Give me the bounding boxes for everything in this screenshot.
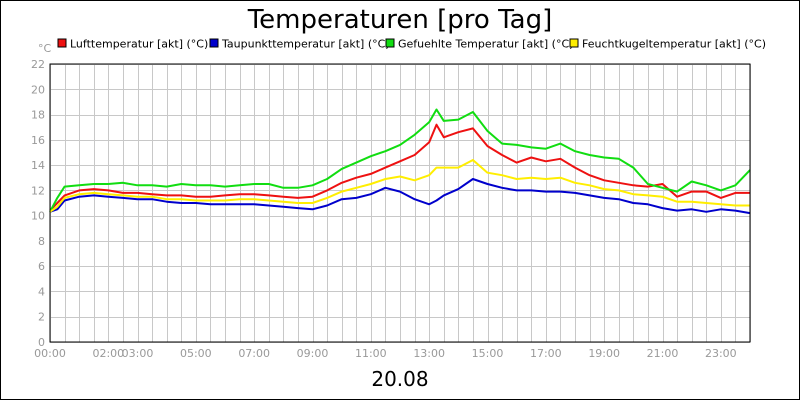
y-unit-label: °C	[38, 42, 52, 55]
x-tick-label: 05:00	[180, 347, 212, 360]
legend-swatch	[569, 38, 579, 48]
y-tick-label: 0	[38, 336, 45, 349]
x-tick-label: 15:00	[472, 347, 504, 360]
y-tick-label: 4	[38, 285, 45, 298]
y-tick-label: 6	[38, 260, 45, 273]
y-tick-label: 22	[31, 58, 45, 71]
legend-entry: Feuchtkugeltemperatur [akt] (°C)	[582, 38, 766, 51]
series-lines	[49, 108, 751, 215]
legend-swatch	[385, 38, 395, 48]
x-tick-label: 19:00	[588, 347, 620, 360]
x-tick-label: 07:00	[238, 347, 270, 360]
x-tick-label: 11:00	[355, 347, 387, 360]
y-tick-label: 18	[31, 109, 45, 122]
series-line-1	[49, 123, 750, 212]
legend-entry: Lufttemperatur [akt] (°C)	[70, 38, 208, 51]
series-line-3	[49, 108, 751, 213]
y-tick-label: 8	[38, 235, 45, 248]
y-tick-label: 12	[31, 184, 45, 197]
y-tick-label: 16	[31, 134, 45, 147]
y-tick-label: 14	[31, 159, 45, 172]
legend: Lufttemperatur [akt] (°C) Taupunkttempera…	[57, 38, 766, 51]
y-tick-label: 2	[38, 311, 45, 324]
x-axis-label: 20.08	[371, 367, 428, 391]
x-tick-label: 17:00	[530, 347, 562, 360]
x-tick-label: 02:00	[92, 347, 124, 360]
x-tick-label: 00:00	[34, 347, 66, 360]
series-line-4	[49, 159, 750, 213]
y-axis-ticks: 0 2 4 6 8 10 12 14 16 18 20 22	[31, 58, 45, 349]
chart-title: Temperaturen [pro Tag]	[247, 5, 553, 35]
legend-swatch	[57, 38, 67, 48]
x-tick-label: 21:00	[647, 347, 679, 360]
legend-swatch	[209, 38, 219, 48]
y-tick-label: 10	[31, 210, 45, 223]
legend-entry: Gefuehlte Temperatur [akt] (°C)	[398, 38, 573, 51]
x-tick-label: 23:00	[705, 347, 737, 360]
plot-area-border	[49, 63, 751, 343]
x-tick-label: 03:00	[122, 347, 154, 360]
x-tick-label: 13:00	[413, 347, 445, 360]
y-tick-label: 20	[31, 83, 45, 96]
legend-entry: Taupunkttemperatur [akt] (°C)	[221, 38, 390, 51]
series-line-2	[49, 178, 751, 215]
x-tick-label: 09:00	[297, 347, 329, 360]
